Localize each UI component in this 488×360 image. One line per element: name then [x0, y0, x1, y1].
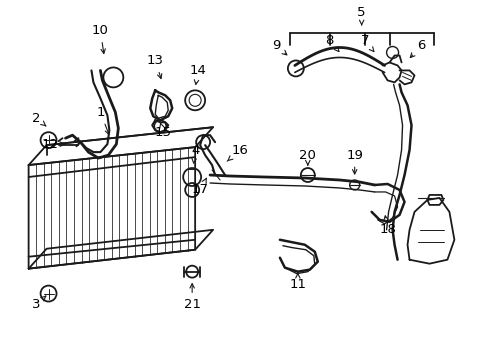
Text: 8: 8 [325, 34, 338, 51]
Text: 18: 18 [378, 216, 395, 236]
Text: 20: 20 [299, 149, 316, 165]
Text: 13: 13 [146, 54, 163, 78]
Text: 6: 6 [409, 39, 425, 58]
Text: 17: 17 [191, 178, 208, 197]
Text: 4: 4 [190, 144, 199, 163]
Text: 9: 9 [271, 39, 286, 55]
Text: 3: 3 [32, 296, 46, 311]
Text: 19: 19 [346, 149, 363, 174]
Text: 7: 7 [360, 34, 373, 51]
Text: 1: 1 [96, 106, 109, 134]
Text: 12: 12 [42, 138, 65, 150]
Text: 21: 21 [183, 284, 200, 311]
Text: 14: 14 [189, 64, 206, 84]
Text: 5: 5 [357, 6, 365, 25]
Text: 10: 10 [92, 24, 109, 54]
Text: 11: 11 [289, 273, 305, 291]
Text: 15: 15 [154, 123, 171, 139]
Text: 2: 2 [32, 112, 46, 126]
Text: 16: 16 [227, 144, 248, 161]
